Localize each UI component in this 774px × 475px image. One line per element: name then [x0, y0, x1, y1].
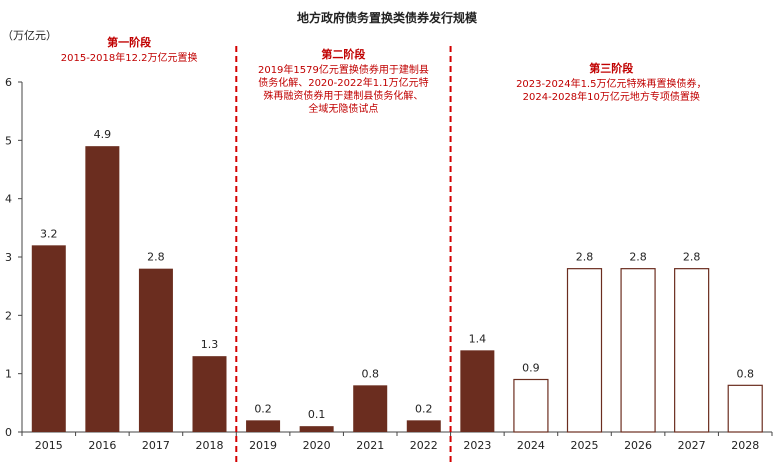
bars: [31, 146, 763, 433]
data-label-2016: 4.9: [94, 128, 112, 141]
bar-2022: [406, 420, 441, 432]
y-tick-label: 3: [5, 251, 12, 264]
phase-title-1: 第一阶段: [107, 35, 151, 49]
x-tick-label-2023: 2023: [463, 439, 491, 452]
bar-2018: [192, 356, 227, 432]
bar-2026: [620, 268, 656, 433]
bar-2028: [727, 384, 763, 433]
data-label-2022: 0.2: [415, 402, 433, 415]
x-tick-labels: 2015 2016 2017 2018 2019 2020 2021 2022 2023 2024…: [35, 439, 759, 452]
bar-2023: [460, 350, 495, 432]
bar-2021: [353, 385, 388, 432]
bar-2015: [31, 245, 66, 432]
y-tick-label: 6: [5, 76, 12, 89]
data-label-2018: 1.3: [201, 338, 219, 351]
data-label-2021: 0.8: [361, 367, 379, 380]
data-label-2026: 2.8: [629, 251, 647, 264]
x-tick-label-2020: 2020: [303, 439, 331, 452]
data-label-2024: 0.9: [522, 362, 540, 375]
phase-desc-3-line-1: 2023-2024年1.5万亿元特殊再置换债券，: [516, 77, 706, 90]
chart-title: 地方政府债务置换类债券发行规模: [297, 10, 478, 25]
x-tick-label-2026: 2026: [624, 439, 652, 452]
bar-2025: [566, 268, 603, 433]
phase-annotations: 第一阶段 2015-2018年12.2万亿元置换 第二阶段 2019年1579亿元置换…: [61, 35, 707, 115]
x-tick-label-2016: 2016: [88, 439, 116, 452]
x-tick-label-2025: 2025: [571, 439, 599, 452]
y-tick-label: 2: [5, 309, 12, 322]
x-tick-label-2027: 2027: [678, 439, 706, 452]
axes: [18, 81, 773, 436]
y-tick-label: 0: [5, 426, 12, 439]
y-tick-label: 4: [5, 193, 12, 206]
x-tick-label-2015: 2015: [35, 439, 63, 452]
bar-2017: [138, 268, 173, 432]
data-label-2027: 2.8: [683, 251, 701, 264]
data-label-2015: 3.2: [40, 227, 58, 240]
x-tick-label-2017: 2017: [142, 439, 170, 452]
y-tick-label: 1: [5, 368, 12, 381]
phase-desc-3-line-2: 2024-2028年10万亿元地方专项债置换: [523, 90, 700, 103]
phase-desc-2-line-1: 2019年1579亿元置换债券用于建制县: [258, 63, 429, 76]
x-tick-label-2021: 2021: [356, 439, 384, 452]
phase-title-2: 第二阶段: [321, 47, 365, 61]
data-label-2025: 2.8: [576, 251, 594, 264]
phase-desc-2-line-3: 殊再融资债券用于建制县债务化解、: [263, 89, 423, 102]
x-tick-label-2024: 2024: [517, 439, 545, 452]
x-tick-label-2019: 2019: [249, 439, 277, 452]
bar-2027: [674, 268, 710, 433]
data-label-2023: 1.4: [469, 332, 487, 345]
bar-2019: [246, 420, 281, 432]
x-tick-label-2022: 2022: [410, 439, 438, 452]
y-axis-unit: （万亿元）: [2, 29, 57, 42]
x-tick-label-2018: 2018: [196, 439, 224, 452]
bar-2024: [513, 378, 549, 433]
x-tick-label-2028: 2028: [731, 439, 759, 452]
data-label-2020: 0.1: [308, 408, 326, 421]
phase-desc-1-line-1: 2015-2018年12.2万亿元置换: [61, 51, 198, 64]
bar-2016: [85, 146, 120, 432]
phase-desc-2-line-2: 债务化解、2020-2022年1.1万亿元特: [258, 76, 428, 89]
data-label-2028: 0.8: [736, 367, 754, 380]
y-tick-label: 5: [5, 134, 12, 147]
data-label-2017: 2.8: [147, 251, 165, 264]
y-tick-labels: 0 1 2 3 4 5 6: [5, 76, 12, 439]
bar-2020: [299, 426, 334, 432]
data-labels: 3.2 4.9 2.8 1.3 0.2 0.1 0.8 0.2 1.4 0.9 2.8 2.8 2.8 0…: [40, 128, 754, 421]
phase-desc-2-line-4: 全域无隐债试点: [308, 102, 378, 115]
phase-title-3: 第三阶段: [589, 61, 633, 75]
data-label-2019: 0.2: [254, 402, 272, 415]
